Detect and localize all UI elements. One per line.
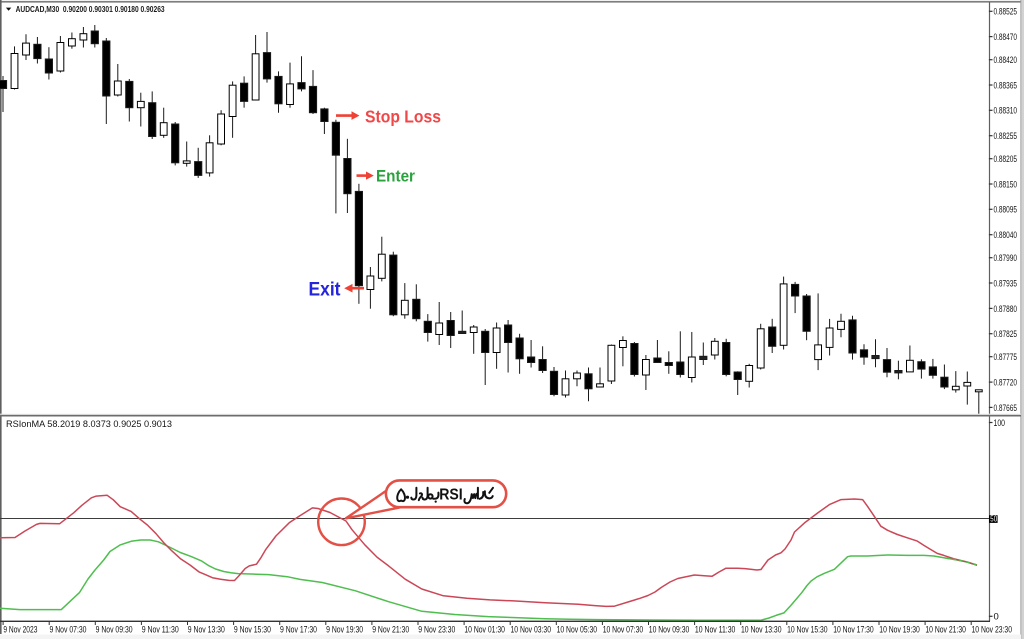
svg-text:10 Nov 03:30: 10 Nov 03:30 bbox=[511, 624, 552, 635]
svg-text:9 Nov 2023: 9 Nov 2023 bbox=[3, 624, 37, 635]
svg-text:9 Nov 23:30: 9 Nov 23:30 bbox=[418, 624, 455, 635]
svg-text:RSI: RSI bbox=[439, 487, 463, 504]
svg-text:9 Nov 09:30: 9 Nov 09:30 bbox=[96, 624, 133, 635]
svg-text:0.88255: 0.88255 bbox=[994, 131, 1018, 142]
svg-text:10 Nov 11:30: 10 Nov 11:30 bbox=[695, 624, 736, 635]
svg-text:0.87665: 0.87665 bbox=[994, 403, 1018, 414]
svg-text:9 Nov 07:30: 9 Nov 07:30 bbox=[50, 624, 87, 635]
svg-text:10 Nov 23:30: 10 Nov 23:30 bbox=[972, 624, 1013, 635]
svg-text:10 Nov 05:30: 10 Nov 05:30 bbox=[557, 624, 598, 635]
svg-text:9 Nov 17:30: 9 Nov 17:30 bbox=[280, 624, 317, 635]
svg-text:RSIonMA 58.2019 8.0373 0.9025: RSIonMA 58.2019 8.0373 0.9025 0.9013 bbox=[6, 419, 172, 429]
svg-text:9 Nov 19:30: 9 Nov 19:30 bbox=[326, 624, 363, 635]
svg-text:0.88420: 0.88420 bbox=[994, 55, 1018, 66]
svg-text:0.87775: 0.87775 bbox=[994, 352, 1018, 363]
svg-text:AUDCAD,M30 0.90200 0.90301 0.: AUDCAD,M30 0.90200 0.90301 0.90180 0.902… bbox=[16, 4, 165, 14]
svg-text:9 Nov 21:30: 9 Nov 21:30 bbox=[372, 624, 409, 635]
svg-text:10 Nov 19:30: 10 Nov 19:30 bbox=[879, 624, 920, 635]
svg-text:0.87825: 0.87825 bbox=[994, 329, 1018, 340]
svg-text:0.88525: 0.88525 bbox=[994, 7, 1018, 18]
svg-text:0: 0 bbox=[994, 612, 999, 623]
svg-text:Enter: Enter bbox=[376, 167, 415, 186]
svg-text:0.88365: 0.88365 bbox=[994, 80, 1018, 91]
svg-text:0.88205: 0.88205 bbox=[994, 154, 1018, 165]
svg-text:9 Nov 13:30: 9 Nov 13:30 bbox=[188, 624, 225, 635]
svg-text:Stop Loss: Stop Loss bbox=[365, 106, 441, 126]
svg-text:0.87880: 0.87880 bbox=[994, 304, 1018, 315]
svg-text:0.87935: 0.87935 bbox=[994, 278, 1018, 289]
svg-text:10 Nov 01:30: 10 Nov 01:30 bbox=[464, 624, 505, 635]
svg-text:9 Nov 15:30: 9 Nov 15:30 bbox=[234, 624, 271, 635]
svg-text:50: 50 bbox=[990, 515, 997, 524]
svg-text:0.88150: 0.88150 bbox=[994, 179, 1018, 190]
svg-text:10 Nov 17:30: 10 Nov 17:30 bbox=[833, 624, 874, 635]
svg-text:10 Nov 07:30: 10 Nov 07:30 bbox=[603, 624, 644, 635]
svg-text:10 Nov 13:30: 10 Nov 13:30 bbox=[741, 624, 782, 635]
svg-text:100: 100 bbox=[994, 418, 1006, 429]
svg-text:9 Nov 11:30: 9 Nov 11:30 bbox=[142, 624, 179, 635]
svg-text:0.88095: 0.88095 bbox=[994, 205, 1018, 216]
svg-text:10 Nov 15:30: 10 Nov 15:30 bbox=[787, 624, 828, 635]
svg-text:0.88310: 0.88310 bbox=[994, 106, 1018, 117]
svg-text:10 Nov 21:30: 10 Nov 21:30 bbox=[925, 624, 966, 635]
svg-text:0.88470: 0.88470 bbox=[994, 32, 1018, 43]
svg-text:0.87720: 0.87720 bbox=[994, 378, 1018, 389]
svg-text:Exit: Exit bbox=[309, 278, 341, 300]
svg-text:0.88040: 0.88040 bbox=[994, 230, 1018, 241]
svg-text:10 Nov 09:30: 10 Nov 09:30 bbox=[649, 624, 690, 635]
svg-text:0.87990: 0.87990 bbox=[994, 253, 1018, 264]
